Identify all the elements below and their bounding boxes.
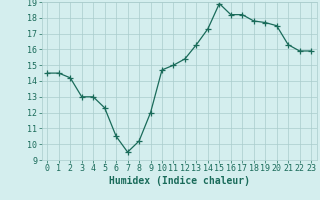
- X-axis label: Humidex (Indice chaleur): Humidex (Indice chaleur): [109, 176, 250, 186]
